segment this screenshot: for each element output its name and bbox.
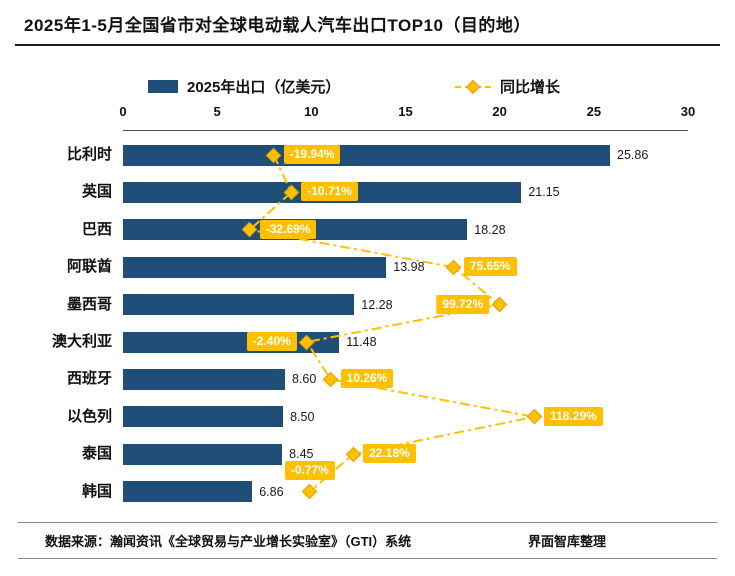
category-label: 西班牙: [66, 370, 112, 388]
category-label: 阿联酋: [66, 258, 112, 276]
axis-line: [123, 130, 688, 131]
axis-tick-label: 10: [304, 104, 319, 119]
legend-item-export: 2025年出口（亿美元）: [148, 76, 340, 97]
bar-value-label: 8.50: [290, 409, 315, 424]
data-source-text: 数据来源：瀚闻资讯《全球贸易与产业增长实验室》（GTI）系统: [45, 534, 412, 549]
axis-tick-label: 25: [586, 104, 602, 119]
growth-label: 75.65%: [463, 257, 517, 277]
bar-value-label: 21.15: [528, 185, 560, 200]
footer-divider-top: [18, 522, 717, 523]
category-label: 韩国: [81, 482, 112, 500]
title-divider: [15, 44, 720, 46]
category-label: 英国: [81, 183, 112, 201]
growth-label: -19.94%: [283, 145, 341, 164]
axis-tick-label: 15: [398, 104, 413, 119]
growth-diamond-icon: [526, 409, 542, 425]
axis-tick-label: 20: [492, 104, 507, 119]
bar-value-label: 13.98: [393, 260, 425, 275]
chart-title: 2025年1-5月全国省市对全球电动载人汽车出口TOP10（目的地）: [24, 16, 531, 35]
bar: [123, 443, 283, 465]
axis-tick-label: 5: [213, 104, 221, 119]
bar-swatch-icon: [148, 80, 178, 93]
bar: [123, 256, 387, 278]
bar: [123, 406, 284, 428]
bar-value-label: 6.86: [259, 484, 284, 499]
legend-bar-label: 2025年出口（亿美元）: [187, 79, 341, 96]
growth-label: 99.72%: [436, 294, 490, 314]
axis-tick-label: 0: [119, 104, 127, 119]
credit-text: 界面智库整理: [528, 534, 607, 549]
legend-item-growth: 同比增长: [455, 76, 560, 97]
growth-label: -10.71%: [301, 182, 358, 202]
category-label: 澳大利亚: [51, 333, 112, 350]
bar: [123, 144, 611, 166]
growth-label: 118.29%: [544, 406, 603, 426]
bar: [123, 368, 285, 390]
bar: [123, 294, 355, 316]
growth-label: -2.40%: [246, 332, 297, 351]
growth-diamond-icon: [302, 483, 318, 500]
category-label: 泰国: [81, 445, 112, 463]
bar-value-label: 12.28: [361, 297, 393, 312]
growth-diamond-icon: [446, 259, 462, 275]
legend-line-label: 同比增长: [500, 79, 561, 96]
bar-value-label: 8.60: [291, 372, 317, 387]
growth-label: -32.69%: [259, 219, 317, 239]
category-label: 巴西: [81, 220, 112, 238]
footer-divider-bottom: [18, 558, 717, 559]
bar: [123, 481, 253, 503]
growth-diamond-icon: [345, 446, 361, 462]
bar-value-label: 25.86: [617, 148, 649, 162]
category-label: 以色列: [66, 407, 112, 425]
axis-tick-label: 30: [680, 104, 696, 119]
category-label: 比利时: [66, 146, 112, 163]
growth-diamond-icon: [491, 296, 507, 313]
category-label: 墨西哥: [66, 295, 112, 313]
bar-value-label: 11.48: [346, 335, 377, 349]
growth-label: -0.77%: [284, 460, 335, 480]
growth-diamond-icon: [322, 371, 339, 388]
growth-label: 22.18%: [363, 444, 416, 464]
growth-label: 10.26%: [340, 369, 394, 389]
growth-marker-icon: [455, 79, 491, 94]
bar-value-label: 18.28: [474, 222, 506, 237]
